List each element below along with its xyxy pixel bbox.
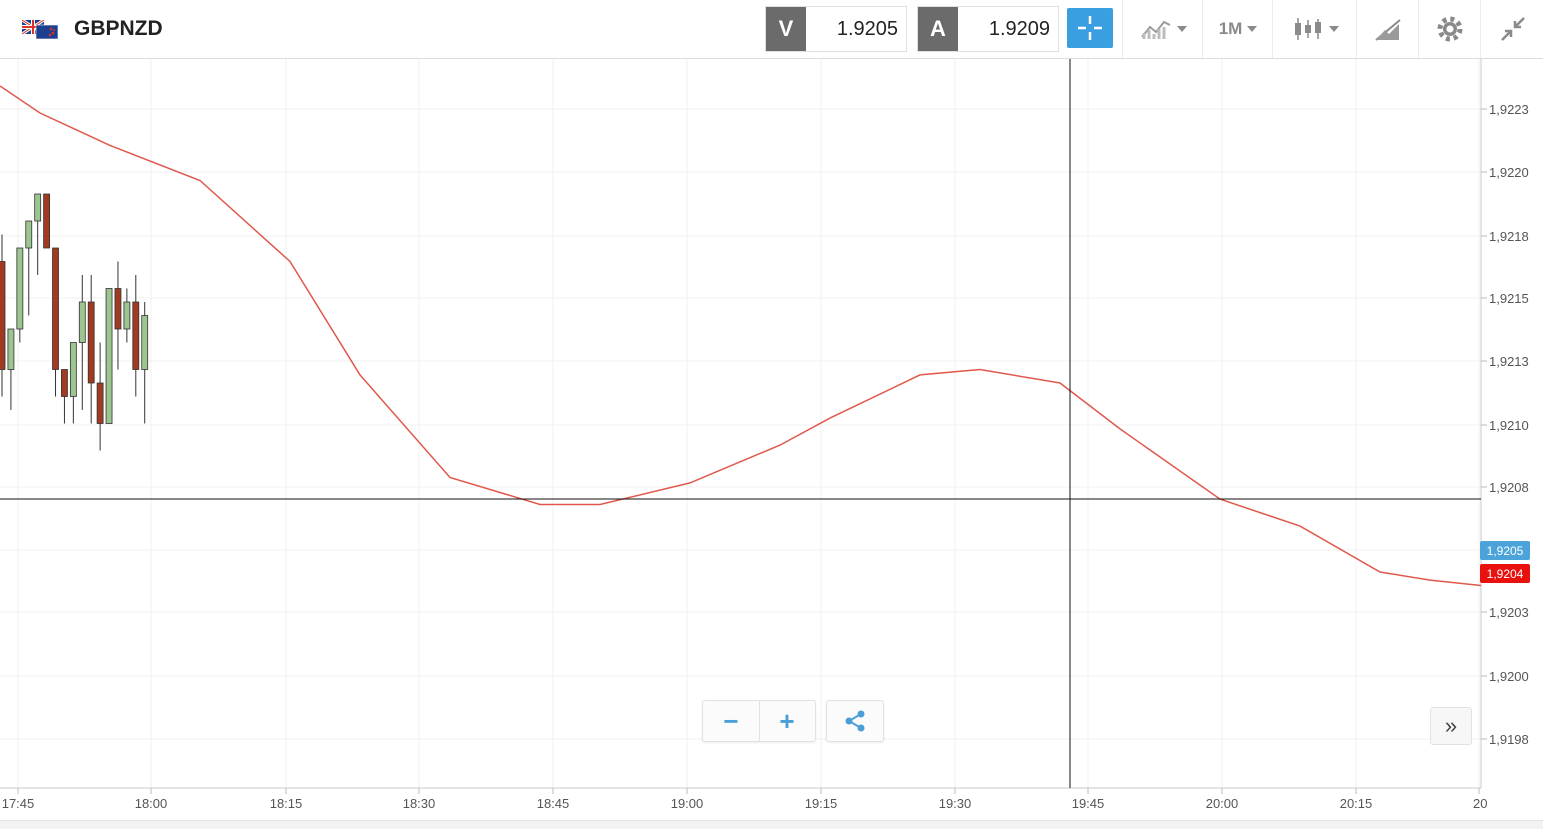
share-button[interactable] bbox=[826, 700, 884, 742]
line-chart-icon bbox=[1140, 20, 1170, 39]
y-tick-label: 1,9220 bbox=[1489, 165, 1529, 180]
scroll-to-latest-button[interactable]: » bbox=[1430, 707, 1472, 745]
crosshair-icon bbox=[1078, 16, 1102, 40]
candle-body bbox=[43, 193, 50, 249]
crosshair-button[interactable] bbox=[1067, 8, 1113, 48]
candle-body bbox=[105, 288, 113, 424]
collapse-button[interactable] bbox=[1480, 0, 1543, 58]
y-tick-label: 1,9208 bbox=[1489, 480, 1529, 495]
x-tick-label: 19:30 bbox=[939, 796, 972, 811]
drawing-tools-icon bbox=[1375, 19, 1401, 41]
zoom-out-button[interactable]: − bbox=[703, 701, 760, 741]
candle-body bbox=[52, 247, 59, 370]
ask-price-label-bg bbox=[1480, 564, 1530, 583]
candle-style-dropdown[interactable] bbox=[1272, 0, 1357, 58]
bottom-scrollbar[interactable] bbox=[0, 820, 1543, 829]
top-toolbar: GBPNZD V 1.9205 A 1.9209 1M bbox=[0, 0, 1543, 59]
candle-body bbox=[61, 369, 68, 397]
ask-price-label: 1,9204 bbox=[1487, 567, 1524, 581]
candle-body bbox=[69, 342, 77, 397]
sell-price: 1.9205 bbox=[836, 18, 898, 40]
candlestick-icon bbox=[1294, 18, 1321, 40]
bid-price-label: 1,9205 bbox=[1487, 544, 1524, 558]
candle-body bbox=[114, 288, 122, 330]
candle-body bbox=[123, 301, 131, 330]
sell-quote[interactable]: V 1.9205 bbox=[765, 6, 907, 52]
candle-body bbox=[132, 301, 140, 370]
x-tick-label: 18:00 bbox=[135, 796, 168, 811]
candle-body bbox=[25, 220, 33, 249]
sell-tag: V bbox=[766, 7, 806, 51]
drawing-tools-button[interactable] bbox=[1356, 0, 1419, 58]
buy-tag: A bbox=[918, 7, 958, 51]
x-tick-label: 20 bbox=[1473, 796, 1487, 811]
gb-nz-flag-icon bbox=[22, 20, 58, 39]
candle-body bbox=[96, 382, 104, 424]
candle-body bbox=[78, 301, 86, 343]
y-tick-label: 1,9223 bbox=[1489, 102, 1529, 117]
gear-icon bbox=[1437, 16, 1463, 42]
zoom-in-button[interactable]: + bbox=[779, 705, 795, 736]
candle-body bbox=[7, 328, 15, 370]
x-tick-label: 17:45 bbox=[2, 796, 35, 811]
x-tick-label: 18:15 bbox=[270, 796, 303, 811]
plot-area bbox=[0, 59, 1481, 788]
y-tick-label: 1,9210 bbox=[1489, 418, 1529, 433]
candle-body bbox=[87, 301, 95, 384]
timeframe-label: 1M bbox=[1218, 19, 1243, 38]
settings-button[interactable] bbox=[1418, 0, 1481, 58]
y-tick-label: 1,9218 bbox=[1489, 229, 1529, 244]
chart-type-dropdown[interactable] bbox=[1122, 0, 1203, 58]
candle-body bbox=[141, 315, 149, 370]
y-tick-label: 1,9200 bbox=[1489, 669, 1529, 684]
x-tick-label: 20:15 bbox=[1340, 796, 1373, 811]
candle-body bbox=[34, 193, 42, 222]
chevron-down-icon bbox=[1328, 26, 1339, 32]
instrument-symbol: GBPNZD bbox=[74, 17, 163, 40]
candle-body bbox=[16, 247, 24, 330]
x-tick-label: 19:15 bbox=[805, 796, 838, 811]
candle-body bbox=[0, 261, 6, 370]
y-tick-label: 1,9203 bbox=[1489, 605, 1529, 620]
timeframe-dropdown[interactable]: 1M bbox=[1202, 0, 1273, 58]
x-tick-label: 19:45 bbox=[1072, 796, 1105, 811]
x-tick-label: 19:00 bbox=[671, 796, 704, 811]
chevron-down-icon bbox=[1176, 26, 1187, 32]
y-tick-label: 1,9213 bbox=[1489, 354, 1529, 369]
x-tick-label: 20:00 bbox=[1206, 796, 1239, 811]
share-icon bbox=[845, 710, 865, 732]
chevron-down-icon bbox=[1247, 26, 1258, 32]
price-chart[interactable]: 1,9223 1,9220 1,9218 1,9215 1,9213 1,9210 1,92… bbox=[0, 59, 1543, 820]
buy-quote[interactable]: A 1.9209 bbox=[917, 6, 1059, 52]
y-tick-label: 1,9215 bbox=[1489, 291, 1529, 306]
buy-price: 1.9209 bbox=[988, 18, 1050, 40]
moving-average-line bbox=[0, 85, 1482, 587]
x-tick-label: 18:45 bbox=[537, 796, 570, 811]
zoom-controls: − + bbox=[702, 700, 816, 742]
y-tick-label: 1,9198 bbox=[1489, 732, 1529, 747]
x-tick-label: 18:30 bbox=[403, 796, 436, 811]
collapse-icon bbox=[1500, 17, 1525, 41]
bid-price-label-bg bbox=[1480, 541, 1530, 560]
